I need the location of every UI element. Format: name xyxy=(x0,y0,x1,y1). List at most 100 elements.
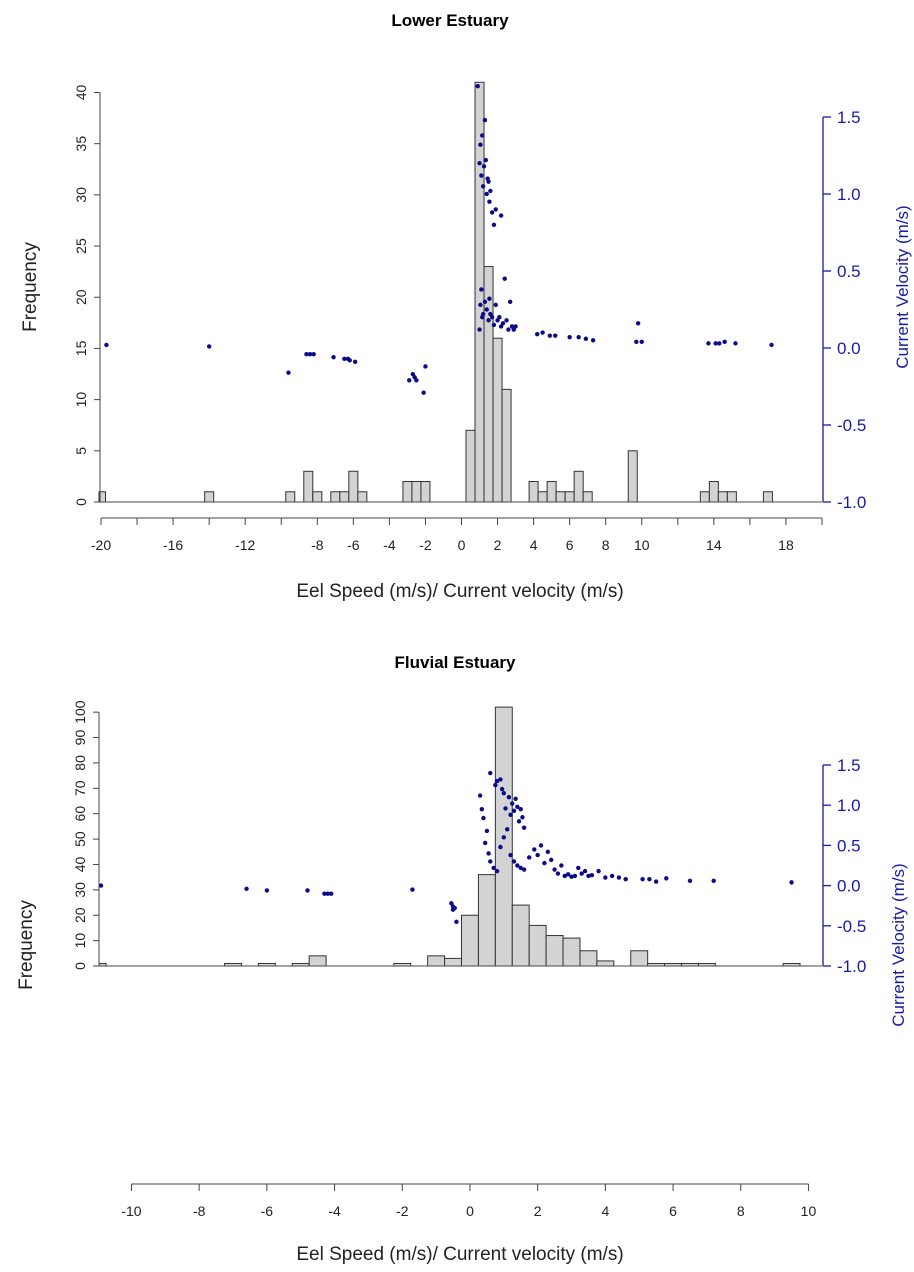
velocity-point xyxy=(711,878,716,883)
velocity-point xyxy=(590,338,596,343)
histogram-bar xyxy=(528,924,547,967)
velocity-point xyxy=(311,351,316,357)
fluvial-estuary-x-axis: -10 -8 -6 -4 -2 0 2 4 6 8 10 xyxy=(121,1183,817,1219)
fluvial-estuary-y2-label: Current Velocity (m/s) xyxy=(889,863,908,1026)
x-tick-label: -2 xyxy=(419,537,432,553)
fluvial-estuary-y2-axis: -1.0 -0.5 0.0 0.5 1.0 1.5 xyxy=(822,756,866,976)
velocity-point xyxy=(286,370,291,375)
velocity-point xyxy=(640,876,645,882)
velocity-point xyxy=(501,790,507,796)
velocity-point xyxy=(414,378,419,383)
velocity-point xyxy=(421,390,426,395)
velocity-point xyxy=(503,806,508,811)
velocity-point xyxy=(609,873,615,879)
velocity-point xyxy=(521,867,527,872)
lower-estuary-points xyxy=(104,84,774,395)
histogram-bar xyxy=(511,904,530,967)
y-tick-label: 100 xyxy=(72,700,88,724)
histogram-bar xyxy=(579,950,598,967)
velocity-point xyxy=(488,188,493,194)
x-tick-label: -4 xyxy=(383,537,396,553)
velocity-point xyxy=(542,860,547,866)
histogram-bar xyxy=(596,960,615,967)
velocity-point xyxy=(407,378,412,383)
velocity-point xyxy=(565,872,571,877)
y-tick-label: 10 xyxy=(73,392,89,408)
velocity-point xyxy=(647,876,652,882)
x-tick-label: 8 xyxy=(602,537,610,553)
velocity-point xyxy=(491,322,497,328)
y-tick-label: 15 xyxy=(73,340,89,356)
histogram-bar xyxy=(402,481,413,503)
velocity-point xyxy=(331,355,336,360)
histogram-bar xyxy=(555,491,566,503)
velocity-point xyxy=(596,868,601,874)
velocity-point xyxy=(511,808,517,814)
velocity-point xyxy=(410,887,415,892)
velocity-point xyxy=(569,874,574,879)
velocity-point xyxy=(488,859,493,864)
velocity-point xyxy=(491,865,496,871)
velocity-point xyxy=(498,844,503,850)
velocity-point xyxy=(482,299,488,304)
velocity-point xyxy=(532,847,537,852)
velocity-point xyxy=(504,827,510,832)
histogram-bar xyxy=(564,491,575,503)
velocity-point xyxy=(526,855,532,860)
lower-estuary-y-axis: 0 5 10 15 20 25 30 35 40 xyxy=(73,84,101,506)
velocity-point xyxy=(545,849,551,855)
velocity-point xyxy=(515,804,520,810)
y2-tick-label: -0.5 xyxy=(837,416,866,435)
velocity-point xyxy=(479,287,484,292)
velocity-point xyxy=(489,210,495,215)
velocity-point xyxy=(513,796,518,801)
histogram-bar xyxy=(708,481,719,503)
x-tick-label: -16 xyxy=(163,537,183,553)
velocity-point xyxy=(582,868,588,874)
velocity-point xyxy=(639,339,644,345)
histogram-bar xyxy=(348,470,359,503)
velocity-point xyxy=(477,793,483,798)
velocity-point xyxy=(482,117,488,123)
velocity-point xyxy=(553,333,558,338)
velocity-point xyxy=(518,865,523,871)
histogram-bar xyxy=(461,914,479,967)
velocity-point xyxy=(559,863,564,868)
fluvial-estuary-y-axis: 0 10 20 30 40 50 60 70 80 90 100 xyxy=(72,700,100,970)
histogram-bar xyxy=(762,491,773,503)
velocity-point xyxy=(562,873,567,879)
histogram-bar xyxy=(285,491,296,503)
y-tick-label: 5 xyxy=(73,447,89,455)
velocity-point xyxy=(264,888,270,893)
velocity-point xyxy=(518,807,523,812)
velocity-point xyxy=(555,871,561,876)
x-tick-label: -4 xyxy=(328,1203,341,1219)
velocity-point xyxy=(484,191,489,197)
velocity-point xyxy=(347,358,352,363)
x-tick-label: 8 xyxy=(737,1203,745,1219)
fluvial-estuary-x-label: Eel Speed (m/s)/ Current velocity (m/s) xyxy=(296,1244,623,1265)
histogram-bar xyxy=(582,491,593,503)
velocity-point xyxy=(488,770,493,776)
velocity-point xyxy=(501,835,507,840)
histogram-bar xyxy=(411,481,422,503)
velocity-point xyxy=(104,342,109,348)
velocity-point xyxy=(206,344,212,349)
velocity-point xyxy=(423,364,428,369)
velocity-point xyxy=(508,812,513,818)
y-tick-label: 10 xyxy=(72,933,88,949)
velocity-point xyxy=(502,276,507,281)
velocity-point xyxy=(706,341,711,346)
velocity-point xyxy=(717,341,722,346)
velocity-point xyxy=(484,307,489,312)
velocity-point xyxy=(480,184,486,189)
y2-tick-label: 1.5 xyxy=(837,756,861,775)
x-tick-label: 10 xyxy=(801,1203,817,1219)
velocity-point xyxy=(489,315,495,320)
y-tick-label: 0 xyxy=(73,498,89,506)
histogram-bar xyxy=(545,935,564,967)
velocity-point xyxy=(535,331,540,337)
velocity-point xyxy=(552,867,557,872)
histogram-bar xyxy=(630,950,649,967)
